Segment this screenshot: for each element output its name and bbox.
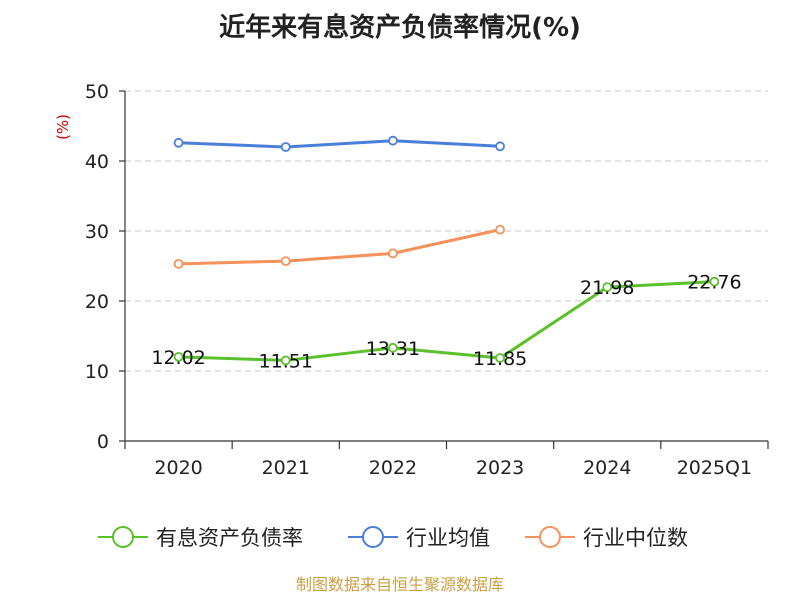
x-tick-label: 2023 — [476, 457, 524, 479]
data-point — [602, 282, 613, 293]
data-point — [388, 342, 398, 353]
legend-marker — [362, 526, 384, 548]
y-tick-label: 40 — [85, 151, 109, 173]
data-point — [280, 355, 291, 366]
data-label: 12.02 — [151, 347, 205, 369]
x-tick-label: 2025Q1 — [677, 457, 752, 479]
y-tick-label: 20 — [85, 291, 109, 313]
legend-marker — [539, 526, 561, 548]
legend-label: 行业中位数 — [583, 526, 688, 550]
data-point — [280, 142, 291, 152]
data-point — [173, 351, 184, 362]
data-point — [495, 224, 505, 235]
y-tick-label: 50 — [85, 81, 109, 103]
series-line-1 — [178, 139, 501, 149]
chart-title: 近年来有息资产负债率情况(%) — [219, 12, 581, 43]
legend: 有息资产负债率 行业均值 行业中位数 — [98, 526, 688, 550]
y-tick-label: 10 — [85, 361, 109, 383]
grid — [125, 90, 768, 372]
x-tick-label: 2021 — [262, 457, 310, 479]
data-point — [388, 248, 398, 259]
data-point — [495, 353, 505, 363]
data-label: 13.31 — [366, 338, 420, 360]
legend-label: 行业均值 — [406, 526, 490, 550]
data-point — [280, 256, 291, 267]
data-label: 11.51 — [259, 350, 313, 372]
series-line-2 — [178, 228, 501, 266]
data-point — [173, 137, 184, 148]
legend-label: 有息资产负债率 — [156, 526, 303, 550]
series-line-0 — [178, 280, 715, 362]
x-tick-label: 2022 — [369, 457, 417, 479]
source-note: 制图数据来自恒生聚源数据库 — [296, 575, 504, 594]
data-label: 21.98 — [580, 277, 634, 299]
data-point — [388, 135, 398, 146]
y-tick-label: 0 — [97, 431, 109, 453]
y-tick-label: 30 — [85, 221, 109, 243]
data-point — [709, 276, 720, 287]
series-lines — [173, 135, 720, 366]
data-labels: 12.02 11.51 13.31 11.85 21.98 22.76 — [151, 272, 741, 373]
data-point — [173, 258, 184, 269]
x-tick-label: 2020 — [154, 457, 202, 479]
x-tick-label: 2024 — [583, 457, 631, 479]
y-axis-label: (%) — [54, 114, 72, 140]
legend-marker — [112, 526, 134, 548]
data-label: 22.76 — [687, 272, 741, 294]
axes: 0 10 20 30 40 50 2020 2021 2022 2023 2024 2025Q1 — [85, 81, 769, 479]
data-label: 11.85 — [473, 348, 527, 370]
data-point — [495, 141, 505, 152]
